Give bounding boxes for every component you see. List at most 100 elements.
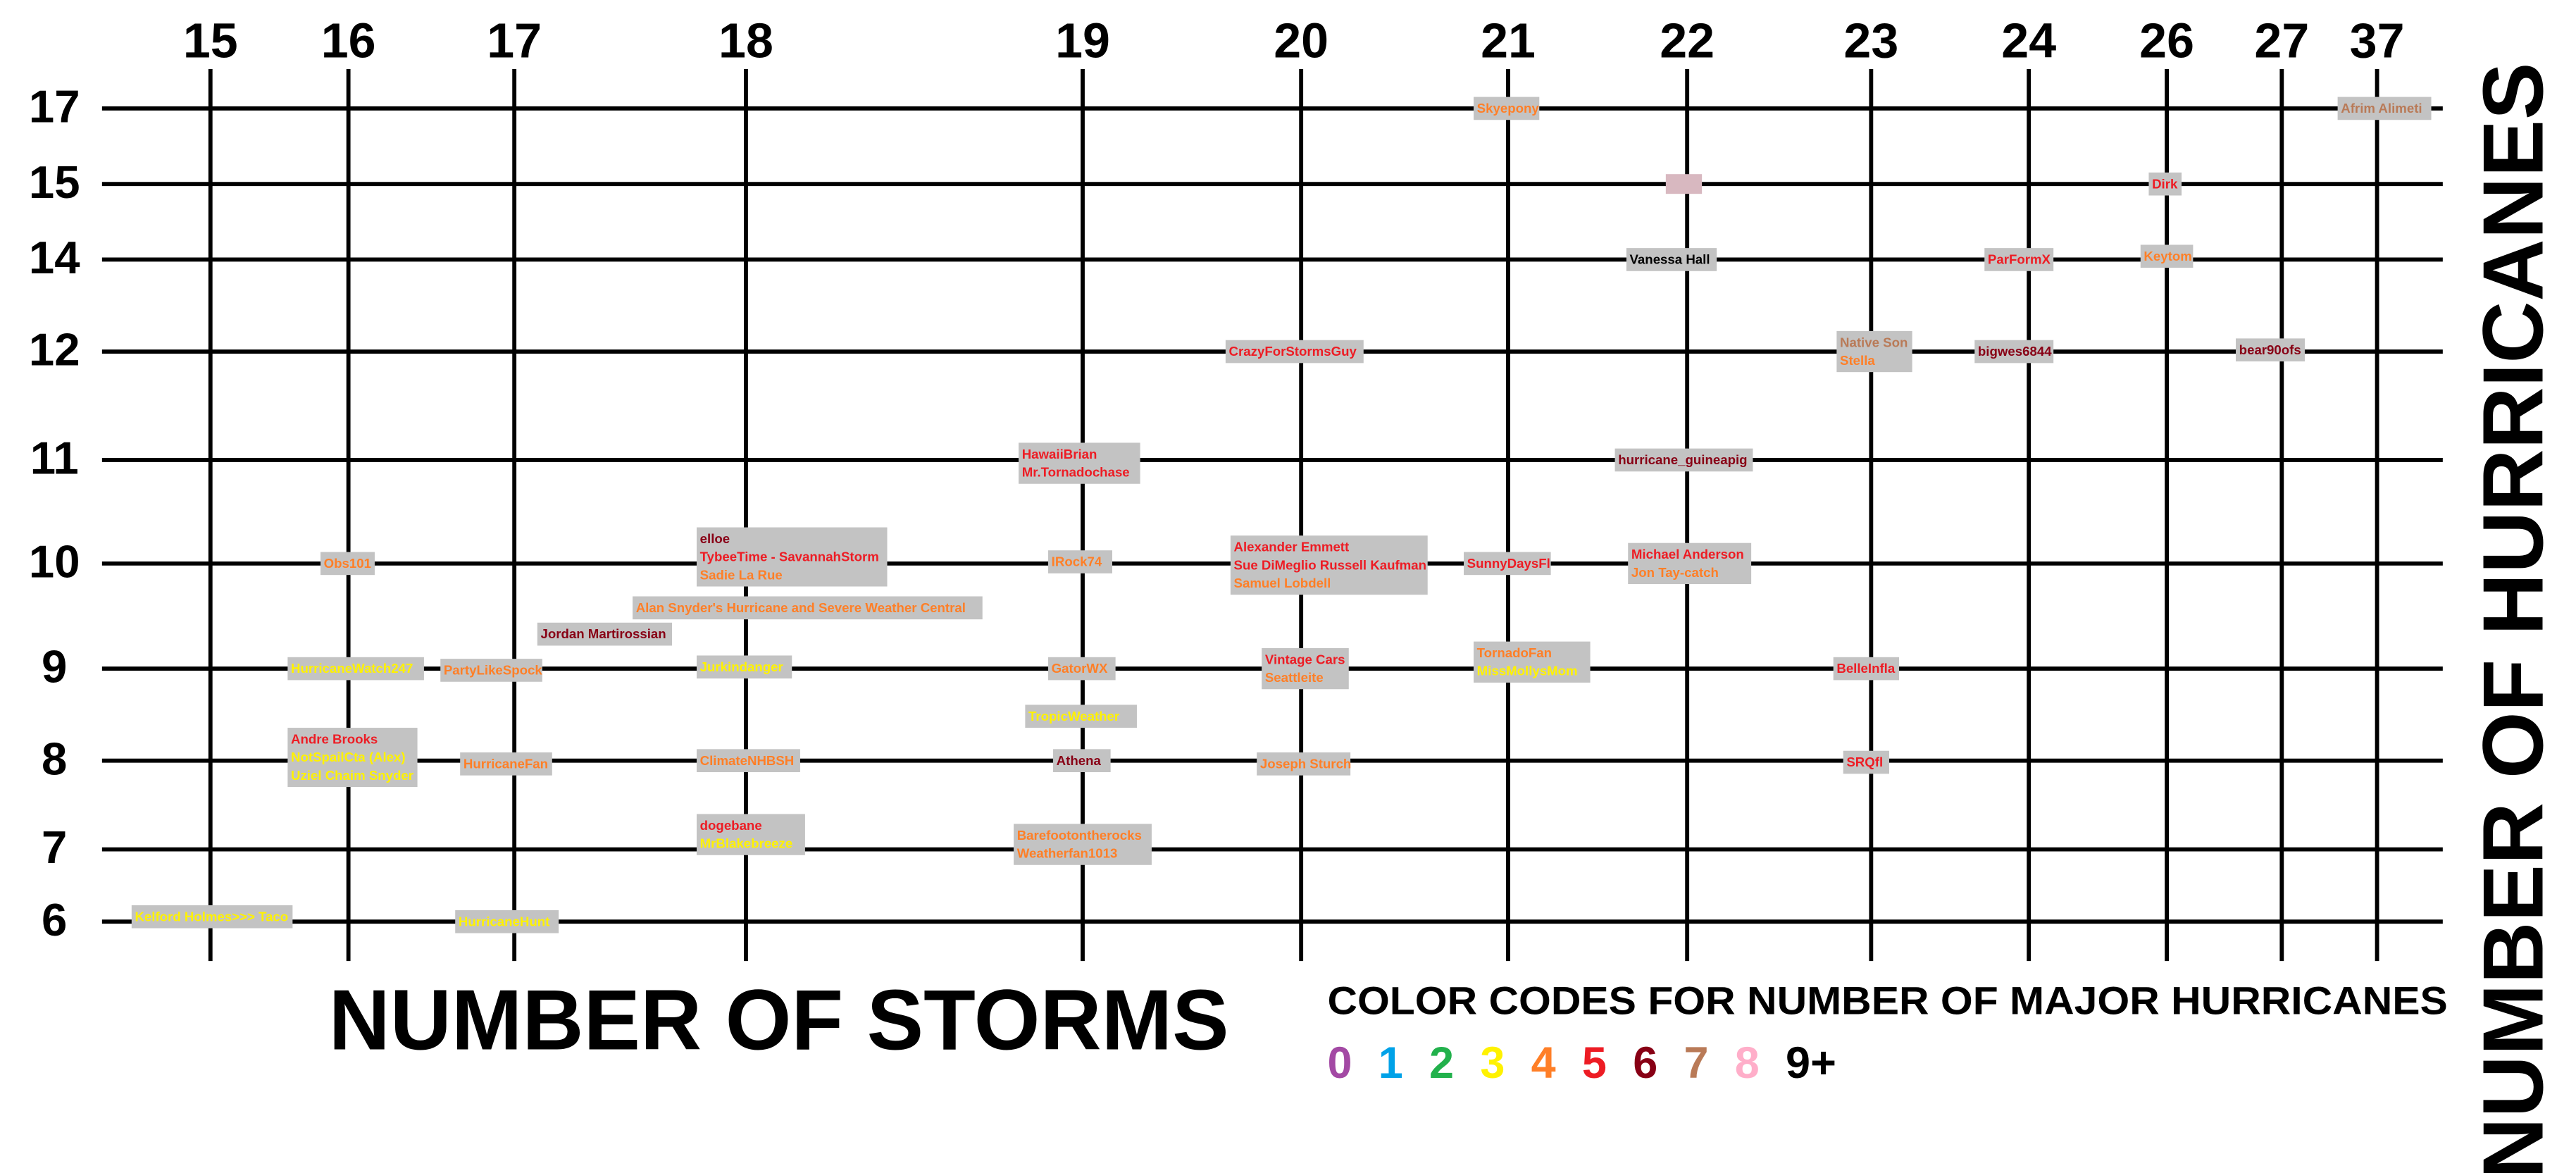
entry-box [460,752,552,776]
entry-name: ParFormX [1988,252,2051,267]
entry-name: Dirk [2152,176,2178,191]
entry-box [697,655,792,679]
column-label: 18 [718,13,773,68]
entry-name: Keytom [2143,249,2191,263]
entry-box [1843,750,1889,774]
column-label: 23 [1843,13,1898,68]
y-axis-title: NUMBER OF HURRICANES [2465,63,2561,1173]
entry-name: TybeeTime - SavannahStorm [700,550,879,564]
legend-code: 0 [1327,1038,1352,1088]
entry-name: HurricaneHunt [459,914,549,929]
entry-box [1230,535,1428,595]
column-label: 21 [1481,13,1536,68]
entry-box [697,749,800,773]
entry-box [697,527,888,587]
entry-name: TornadoFan [1477,645,1552,660]
entry-name: Andre Brooks [291,731,378,746]
entry-box [2337,97,2432,120]
entry-box [1833,657,1899,681]
entry-name: Vanessa Hall [1630,252,1710,267]
column-label: 16 [321,13,376,68]
entry-name: elloe [700,531,730,546]
entry-name: Skyepony [1477,101,1540,116]
entry-name: Jordan Martirossian [540,626,666,641]
entry-box [537,622,673,646]
row-label: 10 [29,535,80,587]
legend-code: 6 [1633,1038,1657,1088]
entry-name: Jon Tay-catch [1631,565,1719,580]
column-label: 15 [183,13,238,68]
column-label: 19 [1055,13,1110,68]
entry-name: hurricane_guineapig [1618,452,1747,467]
entry-box [2236,338,2305,362]
entry-name: NotSpailCta (Alex) [291,750,406,764]
entry-box [455,910,559,933]
legend-title: COLOR CODES FOR NUMBER OF MAJOR HURRICAN… [1327,979,2447,1023]
entry-name: Native Son [1840,335,1908,349]
entry-name: TropicWeather [1028,709,1119,724]
entry-box [440,659,542,682]
entry-name: Jurkindanger [700,659,783,674]
entry-name: PartyLikeSpock [444,663,543,678]
row-label: 14 [29,232,80,283]
legend-code: 8 [1735,1038,1760,1088]
entry-box [1025,705,1137,728]
entry-name: HawaiiBrian [1022,447,1097,461]
entry-name: Michael Anderson [1631,547,1744,561]
entry-name: Sadie La Rue [700,567,783,582]
entry-box [287,657,424,681]
entry-name: MrBlakebreeze [700,836,793,851]
entry-name: BelleInfla [1836,661,1896,676]
entry-name: Samuel Lobdell [1234,576,1331,590]
entry-name: Obs101 [324,556,371,571]
row-label: 12 [29,324,80,376]
row-label: 11 [30,433,79,484]
row-label: 7 [42,821,67,873]
entry-name: bigwes6844 [1978,344,2052,359]
entry-box [1262,647,1349,690]
column-label: 27 [2254,13,2309,68]
entry-box [1628,542,1752,585]
entry-name: SunnyDaysFl [1467,556,1550,571]
entry-name: Alexander Emmett [1234,540,1350,554]
x-axis-title: NUMBER OF STORMS [329,972,1229,1067]
row-label: 15 [29,156,80,208]
entry-box [697,814,805,855]
entry-name: Afrim Alimeti [2341,101,2422,116]
legend-code: 3 [1480,1038,1505,1088]
entry-box [1836,330,1912,373]
entry-box [1019,442,1140,484]
entry-name: dogebane [700,818,762,833]
legend-code: 7 [1684,1038,1708,1088]
row-label: 9 [42,641,67,693]
entry-name: bear90ofs [2239,342,2301,357]
entry-box [2148,172,2182,196]
entry-box [1048,657,1116,681]
entry-name: SRQfl [1846,755,1883,769]
entry-box [2140,244,2194,268]
row-label: 17 [29,80,80,132]
entry-name: HurricaneWatch247 [291,661,413,676]
entry-name: Mr.Tornadochase [1022,465,1130,480]
legend-code: 4 [1531,1038,1556,1088]
legend-code: 9+ [1786,1038,1836,1088]
entry-box [1626,248,1717,271]
entry-name: HurricaneFan [463,756,548,771]
entry-box [1474,97,1540,120]
entry-name: Barefootontherocks [1017,828,1142,843]
row-label: 6 [42,894,67,945]
entry-name: Uziel Chaim Snyder [291,768,413,783]
column-label: 22 [1660,13,1715,68]
legend-code: 1 [1379,1038,1403,1088]
entry-name: MissMollysMom [1477,664,1578,678]
entry-name: Joseph Sturch [1260,756,1351,771]
column-label: 24 [2001,13,2056,68]
entry-name: Seattleite [1265,670,1324,685]
column-label: 26 [2139,13,2194,68]
blank-label-box [1665,174,1703,194]
entry-name: Stella [1840,353,1875,368]
entry-box [1464,552,1551,576]
entry-box [1474,641,1591,683]
